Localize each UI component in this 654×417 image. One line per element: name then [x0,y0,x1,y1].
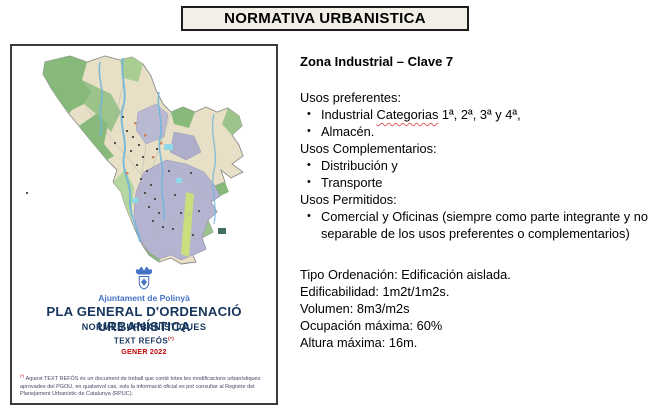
municipal-crest-icon [135,266,153,290]
bullet-marker: • [307,108,311,120]
regulation-text-column: Zona Industrial – Clave 7 Usos preferent… [300,53,648,351]
bullet-marker: • [307,210,311,222]
content-lines: Usos preferentes: • Industrial Categorias … [300,89,648,351]
text-line: • Comercial y Oficinas (siempre como part… [300,208,648,242]
plan-title: PLA GENERAL D'ORDENACIÓ URBANÍSTICA [46,304,242,334]
bullet-text: Distribución y [321,158,398,173]
footnote-reference-mark: (*) [168,336,175,341]
footnote: (*) Aquest TEXT REFÓS és un document de … [20,373,268,399]
bullet-marker: • [307,159,311,171]
text-line: • Transporte [300,174,648,191]
text-line: Usos Permitidos: [300,192,397,207]
document-type-text: TEXT REFÓS [113,336,169,346]
bullet-marker: • [307,176,311,188]
footnote-text: Aquest TEXT REFÓS és un document de treb… [20,375,261,398]
plan-subtitle: NORMES URBANÍSTIQUES [81,322,207,332]
text-line: • Almacén. [300,123,648,140]
map-image [26,55,244,265]
footnote-mark: (*) [20,373,25,378]
misspelled-word: Categorias [376,107,439,122]
plan-cover-panel: Ajuntament de Polinyà PLA GENERAL D'ORDE… [10,44,278,405]
text-line: Usos preferentes: [300,90,402,105]
bullet-marker: • [307,125,311,137]
text-line: Usos Complementarios: [300,141,437,156]
zone-heading: Zona Industrial – Clave 7 [300,54,454,69]
spacer [300,242,648,266]
text-line: Edificabilidad: 1m2t/1m2s. [300,284,450,299]
text-line: Tipo Ordenación: Edificación aislada. [300,267,511,282]
bullet-text: Almacén. [321,124,375,139]
text-line: Volumen: 8m3/m2s [300,301,410,316]
page-title: NORMATIVA URBANISTICA [181,6,469,31]
document-type: TEXT REFÓS(*) [12,336,276,346]
text-line: • Industrial Categorias 1ª, 2ª, 3ª y 4ª, [300,106,648,123]
bullet-text: Transporte [321,175,383,190]
bullet-text: Comercial y Oficinas (siempre como parte… [321,209,648,241]
organization-name: Ajuntament de Polinyà [98,293,190,303]
text-line: • Distribución y [300,157,648,174]
page-title-text: NORMATIVA URBANISTICA [224,10,426,27]
text-line: Altura máxima: 16m. [300,335,418,350]
bullet-text: Industrial Categorias 1ª, 2ª, 3ª y 4ª, [321,107,521,122]
plan-date: GENER 2022 [121,349,167,356]
text-line: Ocupación máxima: 60% [300,318,443,333]
